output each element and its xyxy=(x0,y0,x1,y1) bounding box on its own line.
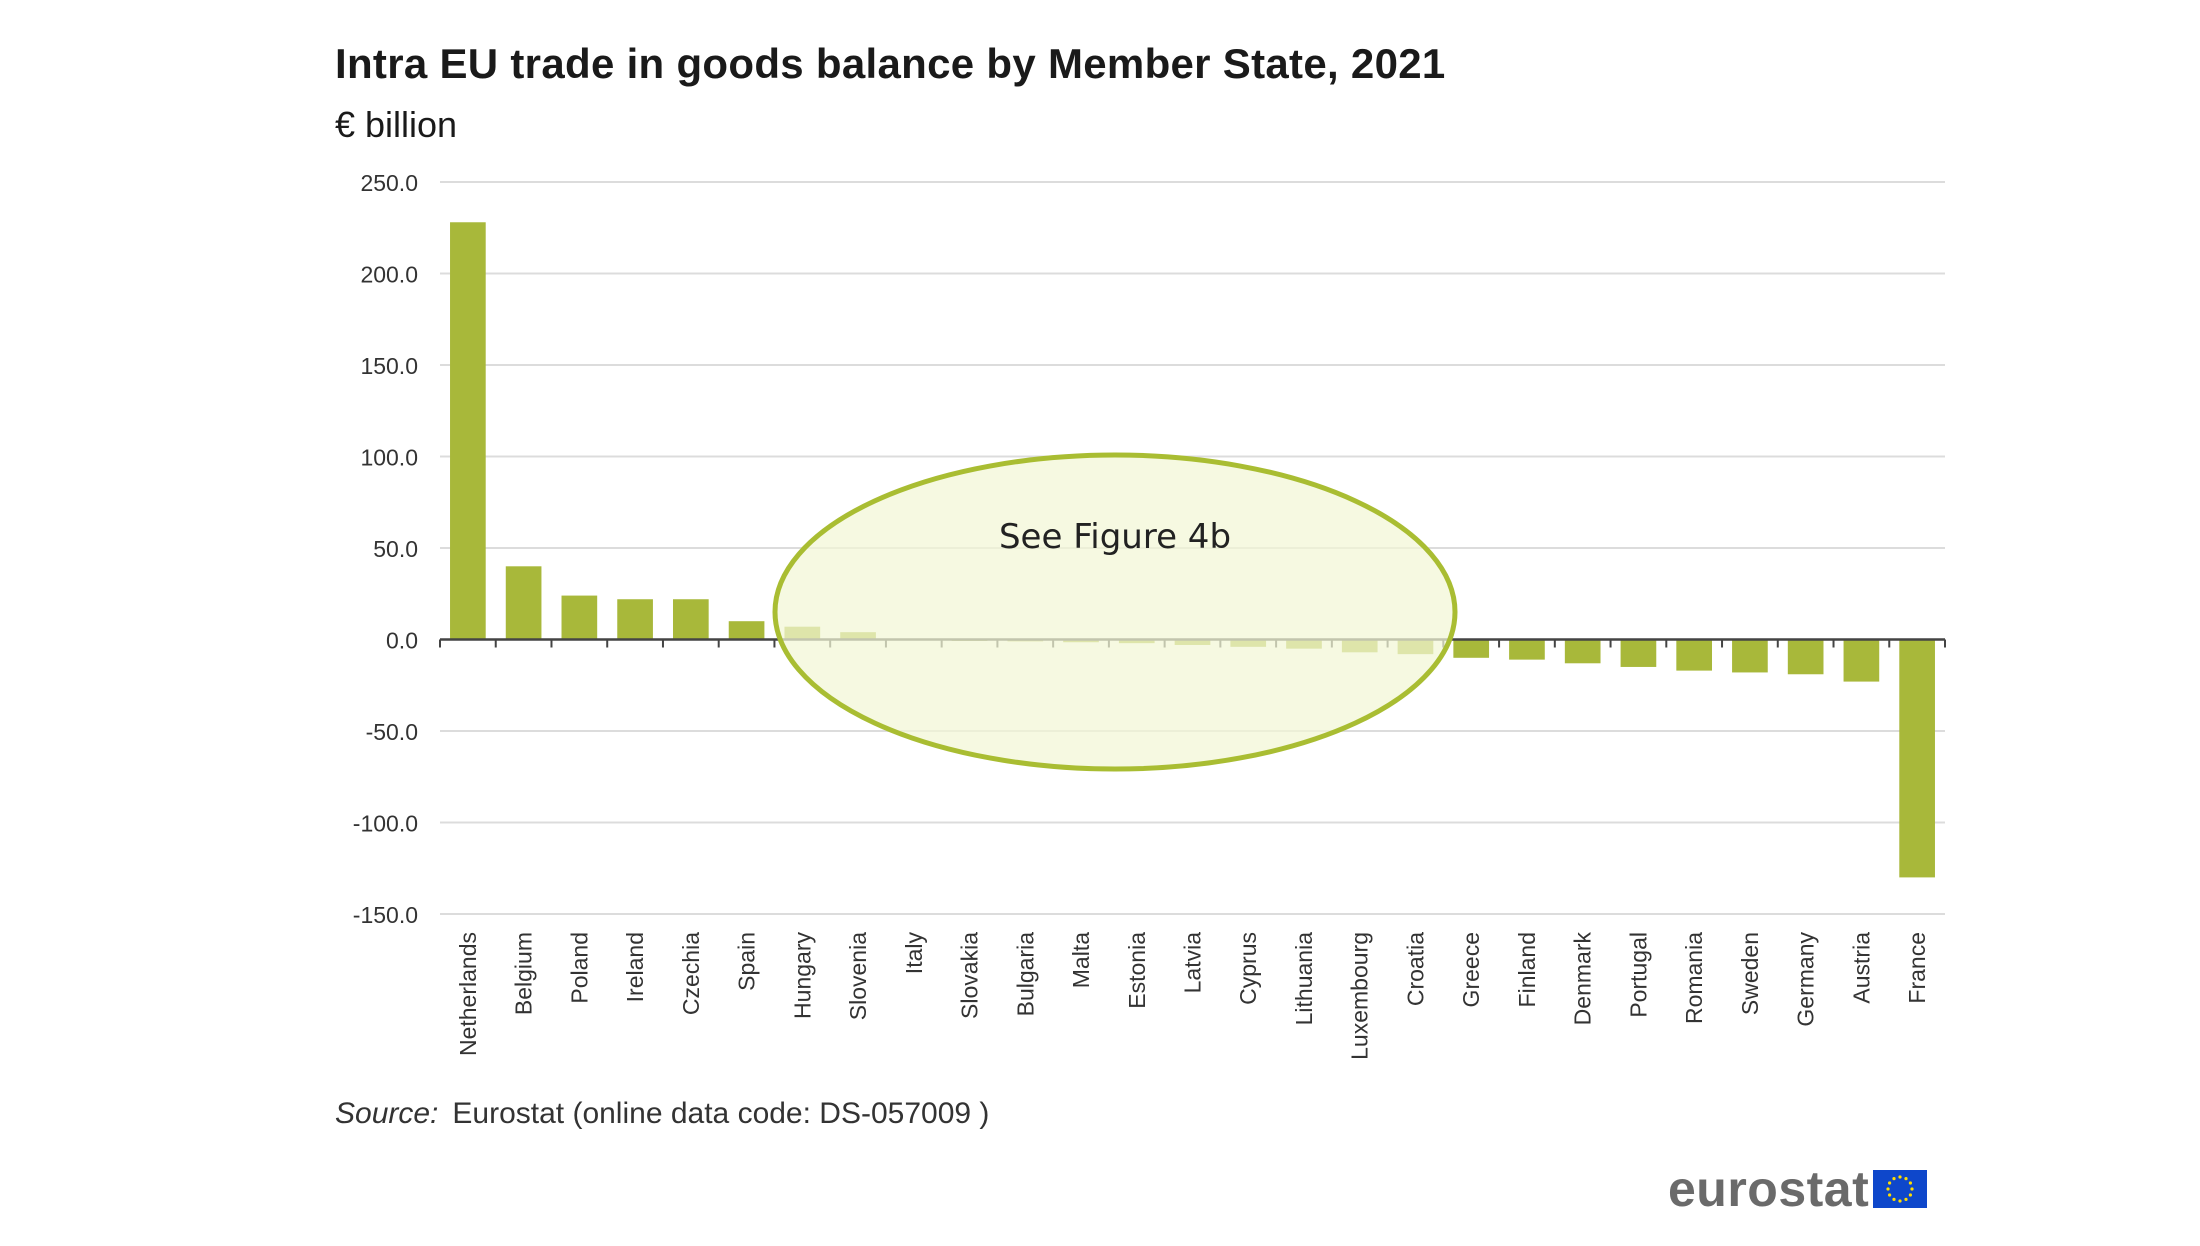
y-tick-label: 50.0 xyxy=(373,536,418,562)
source-label: Source: xyxy=(335,1097,439,1130)
bar-romania xyxy=(1676,639,1713,671)
x-tick-label: Slovakia xyxy=(957,932,983,1019)
x-tick-label: Sweden xyxy=(1737,932,1763,1015)
y-tick-label: 200.0 xyxy=(360,262,418,288)
chart-subtitle: € billion xyxy=(335,104,458,145)
x-tick-label: Romania xyxy=(1681,932,1707,1024)
x-tick-label: Lithuania xyxy=(1291,932,1317,1026)
x-tick-labels: Netherlands Belgium Poland Ireland Czechia Sp… xyxy=(455,932,1930,1060)
x-tick-label: Germany xyxy=(1793,932,1819,1027)
x-tick-label: Estonia xyxy=(1124,932,1150,1009)
bar-denmark xyxy=(1564,639,1601,664)
x-tick-label: Malta xyxy=(1068,932,1094,988)
x-tick-label: Croatia xyxy=(1402,932,1428,1006)
x-tick-label: Italy xyxy=(901,932,927,975)
x-tick-label: Austria xyxy=(1848,932,1874,1004)
bar-poland xyxy=(561,595,598,640)
bar-spain xyxy=(728,621,765,640)
y-tick-label: -50.0 xyxy=(366,719,418,745)
source-text: Eurostat (online data code: DS-057009 ) xyxy=(452,1097,990,1130)
y-tick-label: 250.0 xyxy=(360,170,418,196)
x-tick-label: Latvia xyxy=(1180,932,1206,994)
eurostat-logo: eurostat xyxy=(1668,1160,1928,1218)
x-tick-label: Cyprus xyxy=(1235,932,1261,1005)
chart-title: Intra EU trade in goods balance by Membe… xyxy=(335,40,1446,87)
x-tick-label: Slovenia xyxy=(845,932,871,1020)
x-tick-label: France xyxy=(1904,932,1930,1004)
x-tick-label: Bulgaria xyxy=(1012,932,1038,1017)
x-tick-label: Belgium xyxy=(511,932,537,1015)
x-tick-label: Poland xyxy=(566,932,592,1004)
bar-austria xyxy=(1843,639,1880,682)
x-tick-label: Czechia xyxy=(678,932,704,1015)
y-tick-label: 150.0 xyxy=(360,353,418,379)
x-tick-label: Finland xyxy=(1514,932,1540,1007)
bar-greece xyxy=(1453,639,1490,658)
logo-text: eurostat xyxy=(1668,1161,1870,1217)
x-tick-label: Luxembourg xyxy=(1347,932,1373,1060)
y-tick-label: -100.0 xyxy=(353,811,418,837)
bar-netherlands xyxy=(450,222,486,640)
bar-portugal xyxy=(1620,639,1657,667)
bar-ireland xyxy=(617,599,653,640)
x-tick-label: Netherlands xyxy=(455,932,481,1056)
y-tick-labels: 250.0 200.0 150.0 100.0 50.0 0.0 -50.0 -100.0 -1… xyxy=(353,170,418,928)
annotation-ellipse xyxy=(772,452,1458,772)
x-tick-label: Ireland xyxy=(622,932,648,1002)
bar-france xyxy=(1899,639,1935,878)
annotation-layer: See Figure 4b xyxy=(772,452,1458,772)
y-tick-label: 100.0 xyxy=(360,445,418,471)
source-note: Source: Eurostat (online data code: DS-05… xyxy=(335,1097,989,1131)
x-tick-label: Portugal xyxy=(1625,932,1651,1018)
eu-flag-icon xyxy=(1873,1170,1928,1208)
bar-czechia xyxy=(672,599,709,640)
y-tick-label: -150.0 xyxy=(353,902,418,928)
bar-germany xyxy=(1787,639,1824,675)
annotation-text: See Figure 4b xyxy=(999,517,1231,557)
bar-sweden xyxy=(1732,639,1768,673)
x-tick-label: Hungary xyxy=(789,932,815,1019)
x-tick-label: Denmark xyxy=(1570,932,1596,1026)
x-tick-label: Greece xyxy=(1458,932,1484,1007)
bar-belgium xyxy=(505,566,542,640)
y-tick-label: 0.0 xyxy=(386,628,418,654)
bar-finland xyxy=(1509,639,1545,660)
x-tick-label: Spain xyxy=(734,932,760,991)
gridlines xyxy=(440,181,1945,915)
